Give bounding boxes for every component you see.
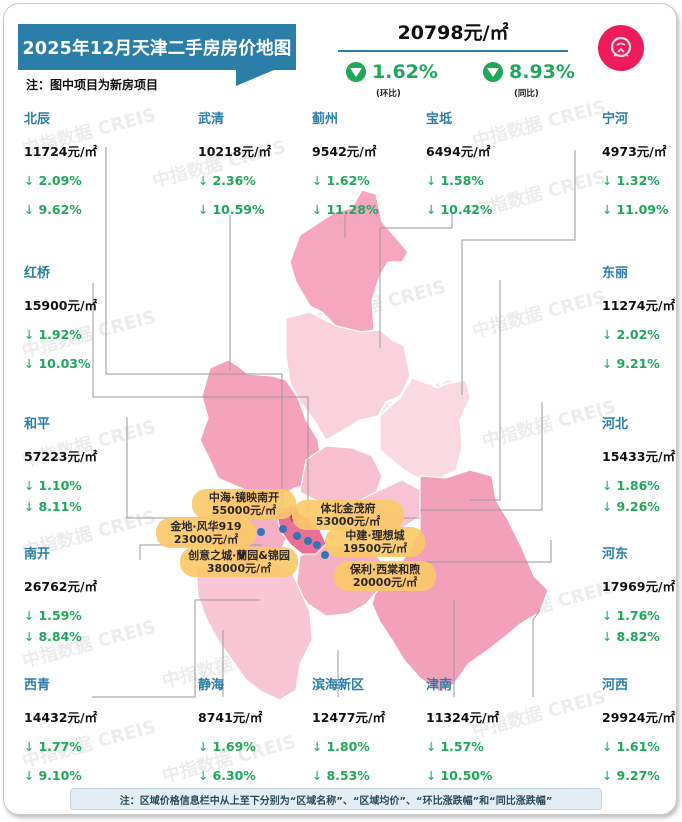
yoy-decline: 6.30% [198, 768, 308, 783]
yoy-decline: 8.11% [24, 499, 134, 514]
footnote: 注：区域价格信息栏中从上至下分别为“区域名称”、“区域均价”、“环比涨跌幅”和“… [70, 788, 602, 810]
triangle-down-circle-icon [483, 62, 503, 82]
mom-decline: 2.09% [24, 173, 134, 188]
mom-decline: 1.57% [426, 739, 536, 754]
yoy-decline: 9.27% [602, 768, 682, 783]
project-label: 创意之城·蘭园&锦园 38000元/㎡ [180, 547, 298, 577]
creis-logo-icon [598, 25, 644, 71]
yoy-decline: 8.82% [602, 629, 682, 644]
mom-decline: 1.86% [602, 478, 682, 493]
yoy-change: 8.93% [483, 61, 575, 83]
yoy-decline: 8.84% [24, 629, 134, 644]
mom-decline: 1.92% [24, 327, 134, 342]
title-callout-tail [236, 70, 274, 86]
district-jinnan: 津南 11324元/㎡ 1.57% 10.50% [426, 674, 536, 783]
triangle-down-circle-icon [346, 62, 366, 82]
yoy-decline: 8.53% [312, 768, 422, 783]
district-jinghai: 静海 8741元/㎡ 1.69% 6.30% [198, 674, 308, 783]
project-label: 保利·西棠和煦 20000元/㎡ [334, 561, 436, 591]
mom-decline: 1.62% [312, 173, 422, 188]
yoy-label: (同比) [514, 89, 539, 99]
page-title: 2025年12月天津二手房房价地图 [18, 24, 296, 70]
yoy-decline: 10.03% [24, 356, 134, 371]
yoy-decline: 11.09% [602, 202, 682, 217]
district-dongli: 东丽 11274元/㎡ 2.02% 9.21% [602, 262, 682, 371]
district-heping: 和平 57223元/㎡ 1.10% 8.11% [24, 413, 134, 514]
yoy-decline: 9.62% [24, 202, 134, 217]
mom-decline: 1.59% [24, 608, 134, 623]
mom-decline: 1.58% [426, 173, 536, 188]
district-hexi: 河西 29924元/㎡ 1.61% 9.27% [602, 674, 682, 783]
mom-decline: 1.80% [312, 739, 422, 754]
mom-decline: 1.69% [198, 739, 308, 754]
project-label: 中建·理想城 19500元/㎡ [325, 527, 425, 557]
mom-decline: 1.32% [602, 173, 682, 188]
district-hebei: 河北 15433元/㎡ 1.86% 9.26% [602, 413, 682, 514]
project-label: 中海·镜映南开 55000元/㎡ [192, 489, 296, 519]
mom-decline: 2.36% [198, 173, 308, 188]
mom-label: (环比) [376, 89, 401, 99]
mom-decline: 1.77% [24, 739, 134, 754]
average-price: 20798元/㎡ [397, 22, 509, 44]
project-note: 注：图中项目为新房项目 [26, 78, 159, 92]
divider [338, 50, 568, 52]
mom-decline: 1.76% [602, 608, 682, 623]
mom-decline: 2.02% [602, 327, 682, 342]
district-ninghe: 宁河 4973元/㎡ 1.32% 11.09% [602, 108, 682, 217]
district-nankai: 南开 26762元/㎡ 1.59% 8.84% [24, 543, 134, 644]
yoy-decline: 9.26% [602, 499, 682, 514]
yoy-decline: 10.50% [426, 768, 536, 783]
project-label: 金地·风华919 23000元/㎡ [156, 518, 256, 548]
yoy-decline: 9.10% [24, 768, 134, 783]
district-baodi: 宝坻 6494元/㎡ 1.58% 10.42% [426, 108, 536, 217]
yoy-decline: 11.28% [312, 202, 422, 217]
district-hedong: 河东 17969元/㎡ 1.76% 8.82% [602, 543, 682, 644]
yoy-decline: 9.21% [602, 356, 682, 371]
mom-decline: 1.61% [602, 739, 682, 754]
district-binhai: 滨海新区 12477元/㎡ 1.80% 8.53% [312, 674, 422, 783]
district-beichen: 北辰 11724元/㎡ 2.09% 9.62% [24, 108, 134, 217]
district-wuqing: 武清 10218元/㎡ 2.36% 10.59% [198, 108, 308, 217]
district-hongqiao: 红桥 15900元/㎡ 1.92% 10.03% [24, 262, 134, 371]
project-label: 体北金茂府 53000元/㎡ [292, 500, 404, 530]
mom-change: 1.62% [346, 61, 438, 83]
district-jizhou: 蓟州 9542元/㎡ 1.62% 11.28% [312, 108, 422, 217]
yoy-decline: 10.59% [198, 202, 308, 217]
district-xiqing: 西青 14432元/㎡ 1.77% 9.10% [24, 674, 134, 783]
yoy-decline: 10.42% [426, 202, 536, 217]
mom-decline: 1.10% [24, 478, 134, 493]
